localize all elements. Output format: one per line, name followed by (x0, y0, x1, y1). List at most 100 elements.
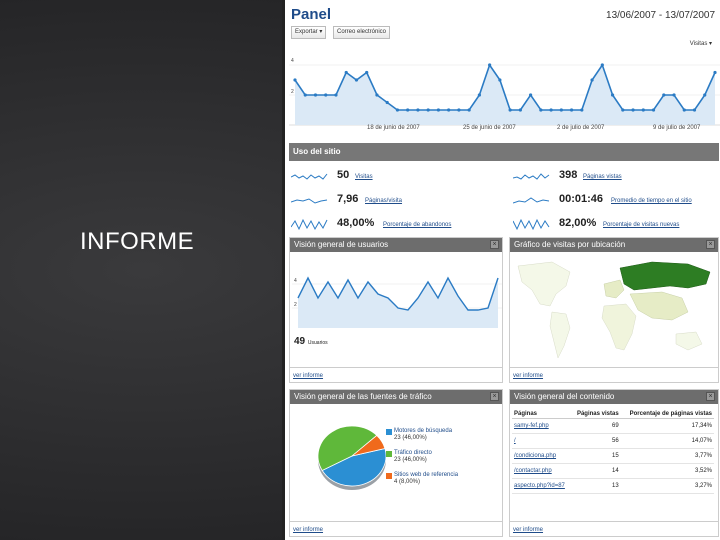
pageviews-cell: 15 (571, 448, 621, 464)
metric-visits: 50 Visitas (291, 167, 501, 187)
data-point (641, 108, 645, 112)
percent-cell: 17,34% (620, 418, 714, 434)
page-link[interactable]: / (512, 433, 572, 449)
column-header: Porcentaje de páginas vistas (620, 410, 714, 419)
data-point (395, 108, 400, 112)
traffic-sources-panel: Visión general de las fuentes de tráfico… (289, 389, 503, 537)
email-button[interactable]: Correo electrónico (333, 26, 391, 39)
data-point (293, 78, 297, 82)
data-point (529, 93, 533, 97)
metric-value: 7,96 (337, 193, 359, 205)
page-link[interactable]: samy-fef.php (512, 418, 572, 434)
view-report-link[interactable]: ver informe (513, 527, 544, 533)
site-usage-header: Uso del sitio (289, 143, 719, 161)
legend-item: Tráfico directo 23 (46,00%) (386, 450, 432, 464)
page-link[interactable]: /condiciona.php (512, 448, 572, 464)
data-point (703, 93, 707, 97)
metric-link[interactable]: Páginas vistas (583, 174, 622, 180)
page-link[interactable]: aspecto.php?id=87 (512, 478, 572, 494)
divider (510, 367, 718, 368)
legend-value: 23 (46,00%) (394, 457, 427, 463)
metric-link[interactable]: Promedio de tiempo en el sitio (611, 198, 692, 204)
users-total: 49 Usuarios (294, 336, 328, 347)
panel-title: Visión general del contenido (514, 392, 615, 401)
y-tick-label: 2 (294, 302, 297, 308)
analytics-screenshot: Panel 13/06/2007 - 13/07/2007 Exportar ▾… (282, 0, 720, 540)
slide-title: INFORME (80, 228, 195, 255)
x-axis-label: 9 de julio de 2007 (653, 125, 701, 131)
map-north-america (517, 261, 571, 307)
close-icon[interactable]: × (706, 392, 715, 401)
sparkline (513, 197, 550, 204)
date-range-selector[interactable]: 13/06/2007 - 13/07/2007 (606, 10, 715, 21)
metric-link[interactable]: Porcentaje de visitas nuevas (603, 222, 680, 228)
metric-selector[interactable]: Visitas ▾ (689, 41, 712, 47)
data-point (600, 63, 604, 67)
map-europe (603, 279, 625, 299)
close-icon[interactable]: × (706, 240, 715, 249)
sparkline (291, 218, 328, 231)
legend-link[interactable]: Motores de búsqueda (394, 428, 453, 434)
close-icon[interactable]: × (490, 392, 499, 401)
table-row: aspecto.php?id=87 13 3,27% (512, 478, 714, 494)
data-point (385, 100, 389, 105)
data-point (344, 70, 348, 75)
panel-title: Visión general de las fuentes de tráfico (294, 392, 432, 401)
table-row: /condiciona.php 15 3,77% (512, 448, 714, 464)
legend-link[interactable]: Tráfico directo (394, 450, 432, 456)
site-usage-section: 50 Visitas 7,96 Páginas/visita 48,00% Po… (289, 163, 719, 235)
panel-header: Visión general de las fuentes de tráfico… (290, 390, 502, 404)
pageviews-cell: 14 (571, 463, 621, 479)
metric-new-visits: 82,00% Porcentaje de visitas nuevas (513, 215, 719, 235)
legend-link[interactable]: Sitios web de referencia (394, 472, 459, 478)
y-tick-label: 4 (294, 278, 297, 284)
data-point (447, 108, 451, 112)
legend-item: Sitios web de referencia 4 (8,00%) (386, 472, 459, 486)
view-report-link[interactable]: ver informe (513, 373, 544, 379)
panel-header: Gráfico de visitas por ubicación × (510, 238, 718, 252)
data-point (498, 78, 502, 82)
metric-avg-time: 00:01:46 Promedio de tiempo en el sitio (513, 191, 719, 211)
data-point (365, 70, 369, 75)
traffic-pie-chart (317, 425, 387, 490)
data-point (682, 108, 686, 112)
data-point (549, 108, 553, 112)
panel-header: Visión general del contenido × (510, 390, 718, 404)
y-tick-label: 2 (291, 89, 294, 95)
metric-link[interactable]: Visitas (355, 174, 373, 180)
page-title: Panel (291, 6, 332, 23)
metric-link[interactable]: Porcentaje de abandonos (383, 222, 452, 228)
panel-header: Visión general de usuarios × (290, 238, 502, 252)
data-point (621, 108, 625, 112)
x-axis-label: 2 de julio de 2007 (557, 125, 605, 131)
column-header: Páginas vistas (571, 410, 621, 419)
data-point (662, 93, 666, 97)
page-link[interactable]: /contactar.php (512, 463, 572, 479)
data-point (426, 108, 430, 112)
metric-value: 50 (337, 169, 350, 181)
users-line (297, 276, 499, 311)
data-point (672, 93, 676, 97)
data-point (631, 108, 635, 112)
data-point (467, 108, 471, 112)
view-report-link[interactable]: ver informe (293, 373, 324, 379)
percent-cell: 14,07% (620, 433, 714, 449)
pie-slice (321, 448, 387, 487)
sparkline (291, 173, 328, 180)
view-report-link[interactable]: ver informe (293, 527, 324, 533)
pageviews-cell: 56 (571, 433, 621, 449)
export-button[interactable]: Exportar ▾ (291, 26, 327, 39)
percent-cell: 3,27% (620, 478, 714, 494)
data-point (436, 108, 441, 112)
legend-swatch (386, 473, 392, 479)
metric-link[interactable]: Páginas/visita (365, 198, 403, 204)
pie-slice (317, 425, 378, 471)
close-icon[interactable]: × (490, 240, 499, 249)
column-header: Páginas (512, 410, 572, 419)
data-point (334, 93, 338, 97)
metric-pages-per-visit: 7,96 Páginas/visita (291, 191, 501, 211)
divider (290, 521, 502, 522)
metric-bounce-rate: 48,00% Porcentaje de abandonos (291, 215, 501, 235)
data-point (590, 78, 594, 82)
data-point (375, 93, 379, 97)
